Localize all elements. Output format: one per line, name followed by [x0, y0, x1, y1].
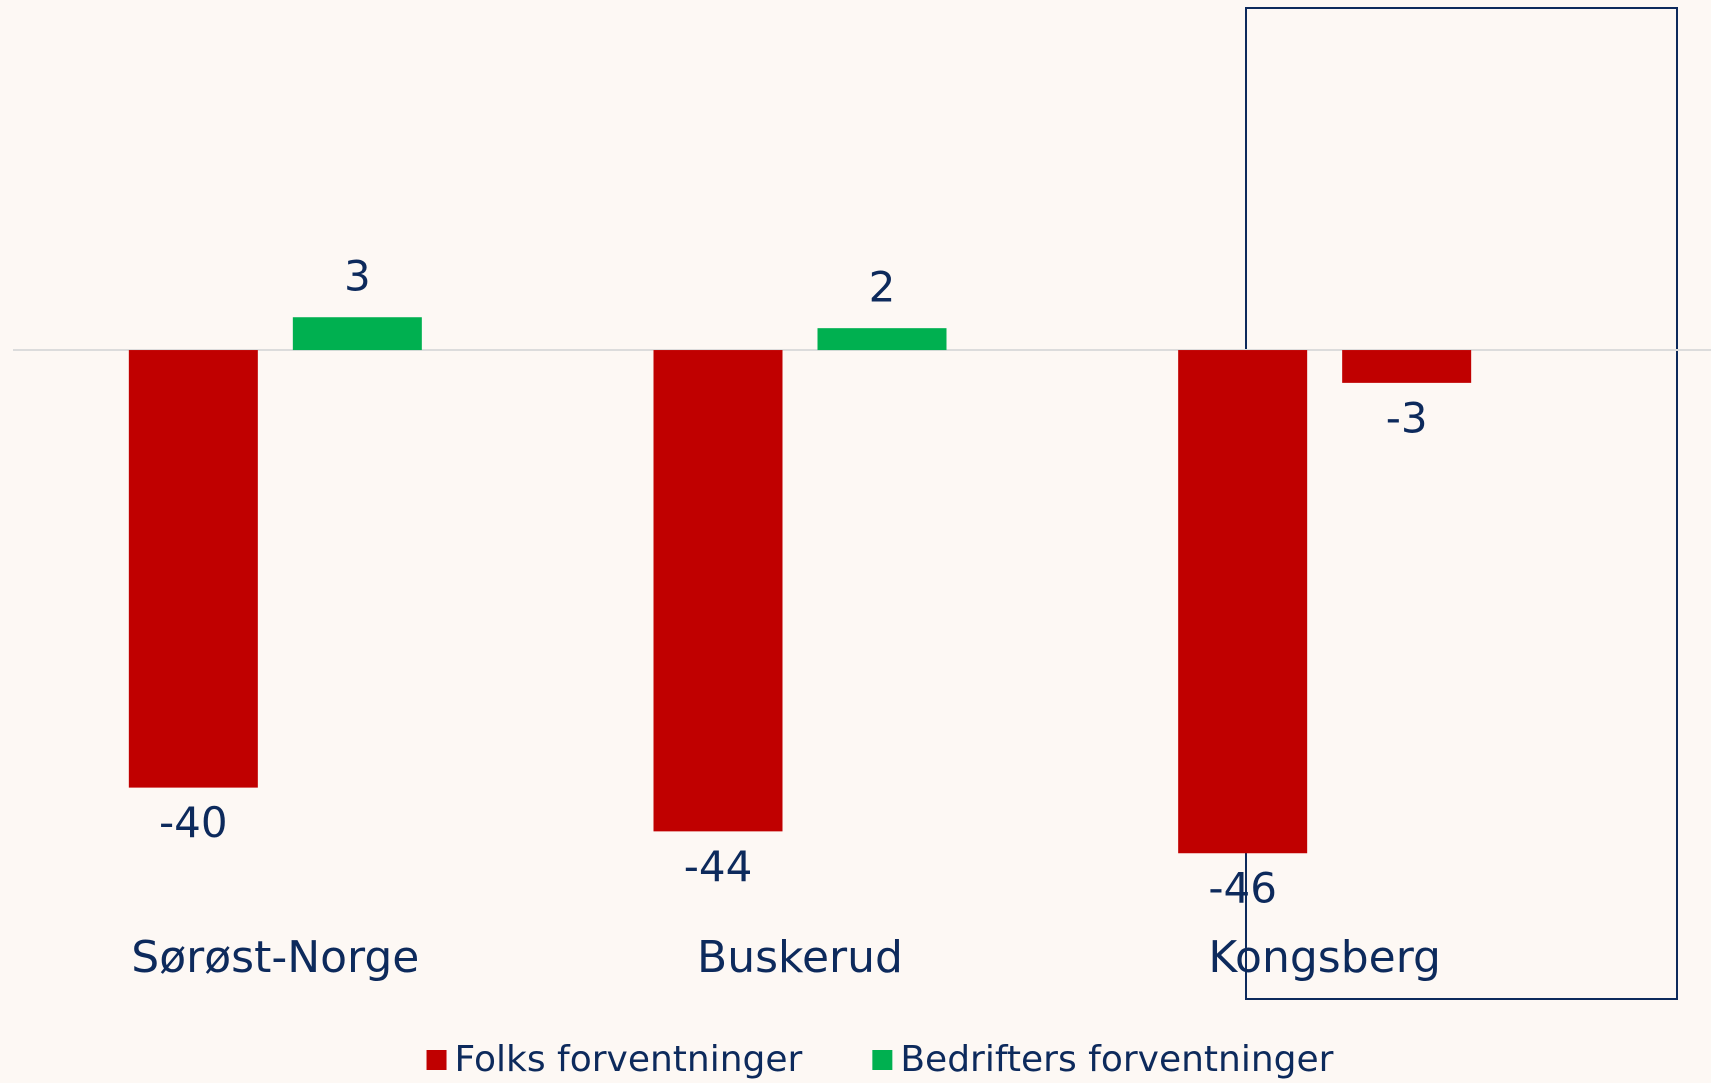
data-label: 3 — [344, 252, 371, 301]
x-tick-label: Sørøst-Norge — [131, 932, 419, 983]
bar — [1178, 350, 1308, 854]
data-label: -46 — [1208, 864, 1277, 913]
bar — [128, 350, 258, 788]
bar — [653, 350, 783, 832]
x-tick-label: Buskerud — [697, 932, 903, 983]
legend-swatch — [872, 1050, 893, 1070]
bar — [1342, 350, 1472, 383]
data-label: -40 — [159, 798, 228, 847]
legend-label: Bedrifters forventninger — [900, 1039, 1333, 1080]
data-label: 2 — [869, 263, 896, 312]
legend-swatch — [426, 1050, 447, 1070]
legend-label: Folks forventninger — [455, 1039, 803, 1080]
data-label: -3 — [1386, 393, 1428, 442]
x-tick-label: Kongsberg — [1208, 932, 1441, 983]
bar — [292, 317, 422, 351]
bar — [817, 328, 947, 351]
data-label: -44 — [684, 842, 753, 891]
